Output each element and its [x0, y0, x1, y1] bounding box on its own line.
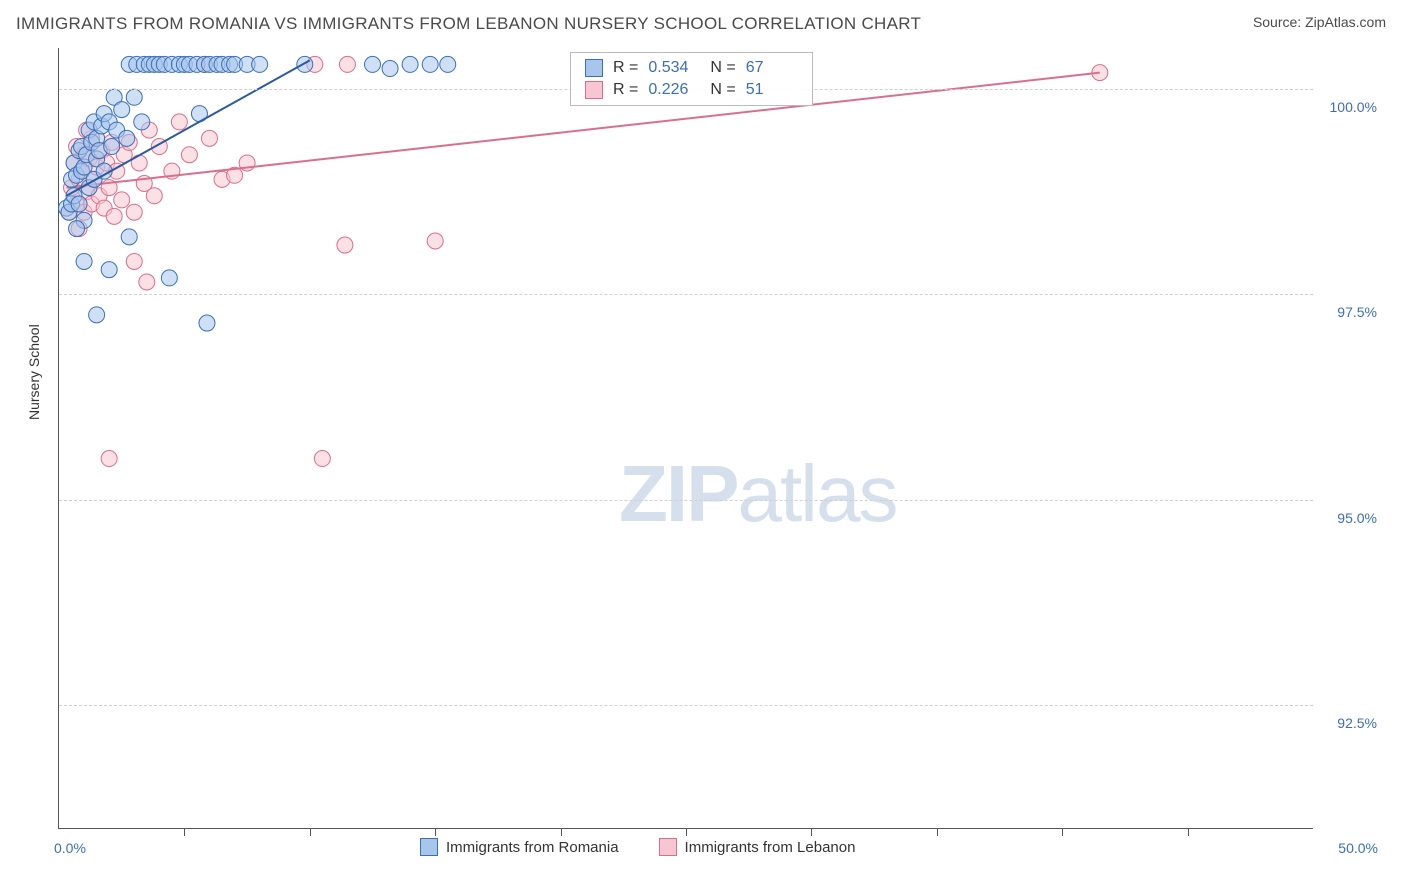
scatter-point — [422, 56, 438, 72]
scatter-point — [114, 102, 130, 118]
scatter-point — [440, 56, 456, 72]
plot-area: ZIPatlas 92.5%95.0%97.5%100.0% — [58, 48, 1313, 829]
scatter-point — [134, 114, 150, 130]
scatter-point — [76, 253, 92, 269]
y-tick-label: 95.0% — [1319, 510, 1377, 526]
x-tick — [1062, 828, 1063, 836]
r-value-lebanon: 0.226 — [648, 81, 700, 99]
r-value-romania: 0.534 — [648, 59, 700, 77]
scatter-point — [171, 114, 187, 130]
scatter-point — [297, 56, 313, 72]
x-tick — [184, 828, 185, 836]
scatter-point — [71, 196, 87, 212]
y-gridline — [59, 500, 1313, 501]
scatter-point — [69, 221, 85, 237]
stats-row-romania: R = 0.534 N = 67 — [571, 57, 812, 79]
scatter-point — [146, 188, 162, 204]
x-tick — [937, 828, 938, 836]
scatter-point — [106, 208, 122, 224]
n-value-romania: 67 — [746, 59, 798, 77]
y-gridline — [59, 294, 1313, 295]
scatter-point — [365, 56, 381, 72]
x-axis-max-label: 50.0% — [1338, 840, 1378, 856]
scatter-point — [199, 315, 215, 331]
r-label: R = — [613, 81, 638, 99]
scatter-point — [101, 262, 117, 278]
scatter-point — [181, 147, 197, 163]
bottom-legend: Immigrants from Romania Immigrants from … — [420, 838, 855, 856]
scatter-point — [339, 56, 355, 72]
y-tick-label: 97.5% — [1319, 304, 1377, 320]
x-tick — [686, 828, 687, 836]
x-axis-min-label: 0.0% — [54, 840, 86, 856]
scatter-point — [104, 139, 120, 155]
y-tick-label: 100.0% — [1319, 99, 1377, 115]
stats-row-lebanon: R = 0.226 N = 51 — [571, 79, 812, 101]
legend-item-lebanon: Immigrants from Lebanon — [659, 838, 856, 856]
x-tick — [435, 828, 436, 836]
legend-label-romania: Immigrants from Romania — [446, 839, 619, 856]
scatter-point — [314, 451, 330, 467]
scatter-point — [101, 451, 117, 467]
n-label: N = — [710, 59, 735, 77]
n-value-lebanon: 51 — [746, 81, 798, 99]
stats-legend: R = 0.534 N = 67 R = 0.226 N = 51 — [570, 52, 813, 106]
n-label: N = — [710, 81, 735, 99]
legend-label-lebanon: Immigrants from Lebanon — [685, 839, 856, 856]
scatter-point — [139, 274, 155, 290]
scatter-point — [114, 192, 130, 208]
r-label: R = — [613, 59, 638, 77]
plot-svg — [59, 48, 1313, 828]
stats-swatch-romania — [585, 59, 603, 77]
scatter-point — [337, 237, 353, 253]
scatter-point — [402, 56, 418, 72]
scatter-point — [89, 307, 105, 323]
y-axis-title: Nursery School — [26, 324, 42, 420]
x-tick — [811, 828, 812, 836]
x-tick — [310, 828, 311, 836]
y-tick-label: 92.5% — [1319, 715, 1377, 731]
chart-title: IMMIGRANTS FROM ROMANIA VS IMMIGRANTS FR… — [16, 14, 921, 34]
source-label: Source: ZipAtlas.com — [1253, 14, 1386, 30]
scatter-point — [382, 61, 398, 77]
scatter-point — [427, 233, 443, 249]
scatter-point — [126, 253, 142, 269]
x-tick — [1188, 828, 1189, 836]
legend-swatch-romania — [420, 838, 438, 856]
scatter-point — [161, 270, 177, 286]
legend-item-romania: Immigrants from Romania — [420, 838, 619, 856]
legend-swatch-lebanon — [659, 838, 677, 856]
stats-swatch-lebanon — [585, 81, 603, 99]
scatter-point — [126, 89, 142, 105]
y-gridline — [59, 705, 1313, 706]
scatter-point — [201, 130, 217, 146]
scatter-point — [252, 56, 268, 72]
scatter-point — [119, 130, 135, 146]
x-tick — [561, 828, 562, 836]
scatter-point — [121, 229, 137, 245]
scatter-point — [126, 204, 142, 220]
